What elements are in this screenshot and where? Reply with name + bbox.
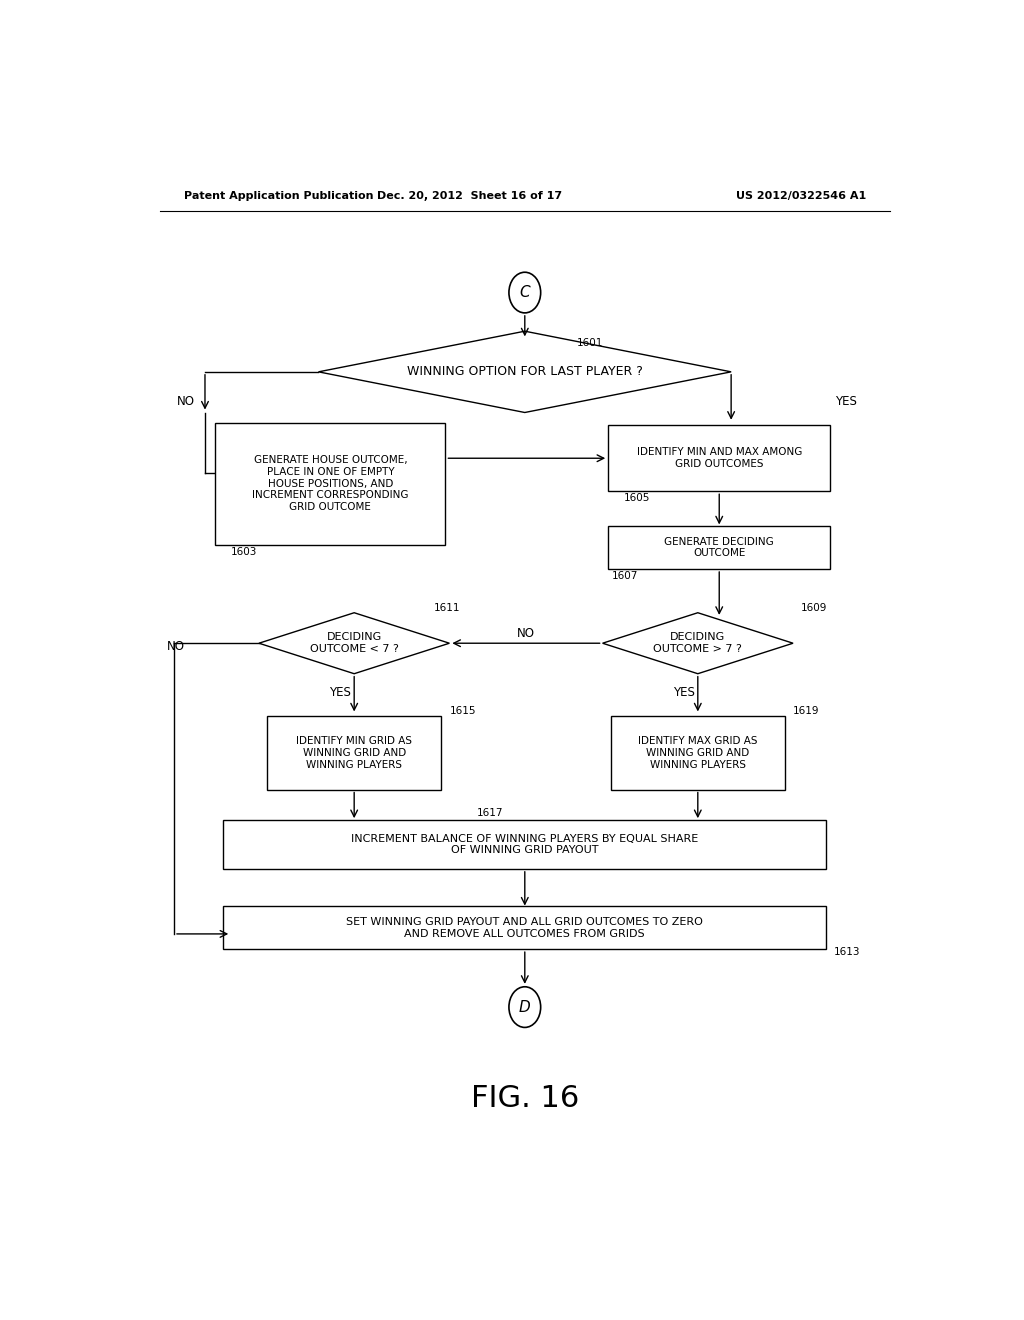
FancyBboxPatch shape [610, 717, 785, 789]
Text: 1617: 1617 [477, 808, 504, 818]
Text: IDENTIFY MAX GRID AS
WINNING GRID AND
WINNING PLAYERS: IDENTIFY MAX GRID AS WINNING GRID AND WI… [638, 737, 758, 770]
FancyBboxPatch shape [215, 422, 445, 545]
Text: SET WINNING GRID PAYOUT AND ALL GRID OUTCOMES TO ZERO
AND REMOVE ALL OUTCOMES FR: SET WINNING GRID PAYOUT AND ALL GRID OUT… [346, 917, 703, 939]
Text: YES: YES [673, 685, 694, 698]
Text: YES: YES [329, 685, 351, 698]
Text: WINNING OPTION FOR LAST PLAYER ?: WINNING OPTION FOR LAST PLAYER ? [407, 366, 643, 379]
Circle shape [509, 272, 541, 313]
Text: Dec. 20, 2012  Sheet 16 of 17: Dec. 20, 2012 Sheet 16 of 17 [377, 191, 562, 201]
Text: IDENTIFY MIN AND MAX AMONG
GRID OUTCOMES: IDENTIFY MIN AND MAX AMONG GRID OUTCOMES [637, 447, 802, 469]
Text: GENERATE HOUSE OUTCOME,
PLACE IN ONE OF EMPTY
HOUSE POSITIONS, AND
INCREMENT COR: GENERATE HOUSE OUTCOME, PLACE IN ONE OF … [252, 455, 409, 512]
Text: 1613: 1613 [835, 948, 861, 957]
Text: NO: NO [517, 627, 535, 640]
Text: NO: NO [177, 395, 195, 408]
Text: 1615: 1615 [450, 706, 476, 717]
FancyBboxPatch shape [223, 820, 826, 869]
Text: FIG. 16: FIG. 16 [471, 1084, 579, 1113]
Polygon shape [259, 612, 450, 673]
FancyBboxPatch shape [608, 425, 830, 491]
FancyBboxPatch shape [223, 907, 826, 949]
Text: NO: NO [167, 640, 184, 653]
Text: 1619: 1619 [793, 706, 819, 717]
Text: 1605: 1605 [624, 494, 650, 503]
Text: D: D [519, 999, 530, 1015]
Text: 1607: 1607 [612, 572, 639, 581]
Text: C: C [519, 285, 530, 300]
Text: 1603: 1603 [231, 546, 258, 557]
Text: US 2012/0322546 A1: US 2012/0322546 A1 [736, 191, 866, 201]
Text: DECIDING
OUTCOME < 7 ?: DECIDING OUTCOME < 7 ? [309, 632, 398, 653]
Polygon shape [318, 331, 731, 412]
Text: 1609: 1609 [801, 603, 827, 612]
Text: IDENTIFY MIN GRID AS
WINNING GRID AND
WINNING PLAYERS: IDENTIFY MIN GRID AS WINNING GRID AND WI… [296, 737, 413, 770]
Text: GENERATE DECIDING
OUTCOME: GENERATE DECIDING OUTCOME [665, 537, 774, 558]
Circle shape [509, 987, 541, 1027]
Text: 1611: 1611 [433, 603, 460, 612]
Text: DECIDING
OUTCOME > 7 ?: DECIDING OUTCOME > 7 ? [653, 632, 742, 653]
FancyBboxPatch shape [608, 527, 830, 569]
Text: 1601: 1601 [577, 338, 603, 348]
Text: YES: YES [836, 395, 857, 408]
Text: Patent Application Publication: Patent Application Publication [183, 191, 373, 201]
Polygon shape [602, 612, 793, 673]
Text: INCREMENT BALANCE OF WINNING PLAYERS BY EQUAL SHARE
OF WINNING GRID PAYOUT: INCREMENT BALANCE OF WINNING PLAYERS BY … [351, 834, 698, 855]
FancyBboxPatch shape [267, 717, 441, 789]
